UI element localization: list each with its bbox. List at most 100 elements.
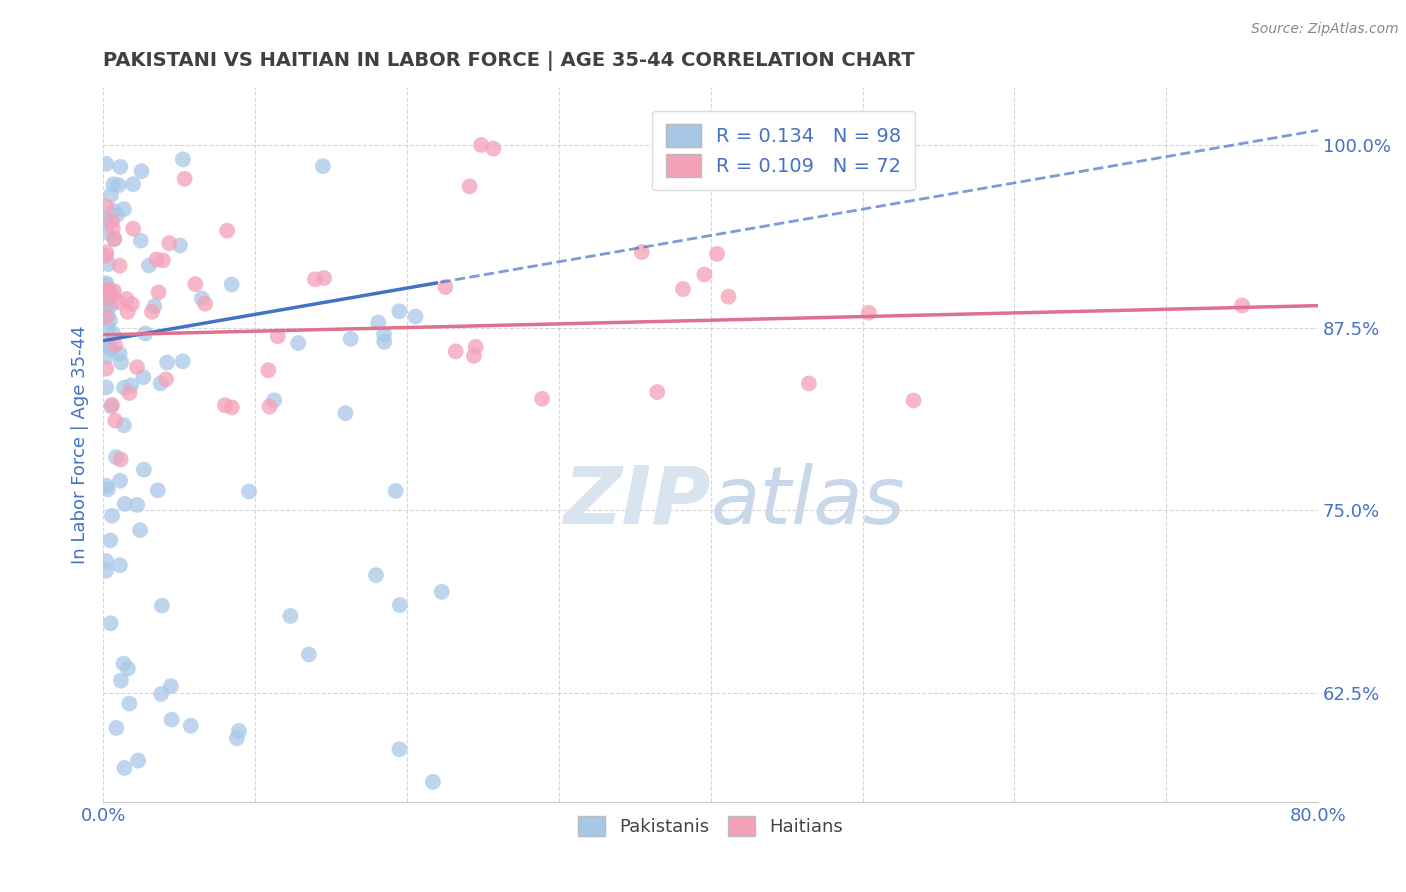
Point <box>129 234 152 248</box>
Point <box>117 661 139 675</box>
Point <box>118 697 141 711</box>
Point <box>364 568 387 582</box>
Point <box>157 236 180 251</box>
Point <box>169 238 191 252</box>
Point <box>97 339 120 353</box>
Point <box>100 188 122 202</box>
Point <box>173 171 195 186</box>
Point <box>98 284 121 298</box>
Point <box>96 283 118 297</box>
Point <box>148 285 170 300</box>
Point <box>257 363 280 377</box>
Point <box>630 245 652 260</box>
Point <box>120 378 142 392</box>
Point <box>373 327 395 342</box>
Point <box>172 354 194 368</box>
Text: PAKISTANI VS HAITIAN IN LABOR FORCE | AGE 35-44 CORRELATION CHART: PAKISTANI VS HAITIAN IN LABOR FORCE | AG… <box>103 51 915 70</box>
Point <box>470 137 492 152</box>
Point <box>97 292 120 306</box>
Point <box>145 252 167 267</box>
Point <box>152 253 174 268</box>
Point <box>225 731 247 746</box>
Point <box>96 479 118 493</box>
Point <box>96 564 118 578</box>
Point <box>150 599 173 613</box>
Point <box>672 282 695 296</box>
Point <box>108 259 131 273</box>
Point <box>122 221 145 235</box>
Point <box>121 297 143 311</box>
Point <box>155 372 177 386</box>
Point <box>110 452 132 467</box>
Point <box>98 313 121 327</box>
Point <box>100 616 122 631</box>
Point <box>97 483 120 497</box>
Point <box>217 224 239 238</box>
Point <box>645 385 668 400</box>
Point <box>858 306 880 320</box>
Point <box>184 277 207 292</box>
Point <box>267 329 290 343</box>
Point <box>104 338 127 352</box>
Point <box>131 164 153 178</box>
Point <box>103 232 125 246</box>
Point <box>717 290 740 304</box>
Point <box>238 484 260 499</box>
Point <box>107 178 129 193</box>
Text: Source: ZipAtlas.com: Source: ZipAtlas.com <box>1251 22 1399 37</box>
Point <box>339 332 361 346</box>
Point <box>101 398 124 412</box>
Point <box>101 508 124 523</box>
Point <box>112 202 135 216</box>
Point <box>98 533 121 548</box>
Point <box>110 355 132 369</box>
Point <box>96 225 118 239</box>
Point <box>132 462 155 476</box>
Point <box>100 298 122 312</box>
Point <box>100 343 122 357</box>
Point <box>903 393 925 408</box>
Point <box>405 310 427 324</box>
Point <box>108 474 131 488</box>
Point <box>464 340 486 354</box>
Point <box>146 483 169 498</box>
Point <box>221 401 243 415</box>
Point <box>335 406 357 420</box>
Point <box>388 598 411 612</box>
Point <box>105 450 128 465</box>
Point <box>312 271 335 285</box>
Point <box>112 381 135 395</box>
Point <box>96 278 118 293</box>
Point <box>388 742 411 756</box>
Point <box>97 320 120 334</box>
Point <box>797 376 820 391</box>
Point <box>97 257 120 271</box>
Point <box>101 326 124 341</box>
Point <box>384 483 406 498</box>
Point <box>388 304 411 318</box>
Point <box>115 292 138 306</box>
Text: ZIP: ZIP <box>564 463 710 541</box>
Point <box>1230 298 1253 312</box>
Text: atlas: atlas <box>710 463 905 541</box>
Point <box>434 280 457 294</box>
Point <box>132 370 155 384</box>
Point <box>191 292 214 306</box>
Point <box>107 295 129 310</box>
Point <box>117 305 139 319</box>
Point <box>96 213 118 227</box>
Point <box>298 648 321 662</box>
Point <box>127 754 149 768</box>
Point <box>873 146 896 161</box>
Point <box>97 337 120 351</box>
Point <box>103 232 125 246</box>
Point <box>134 326 156 341</box>
Point <box>693 268 716 282</box>
Point <box>118 386 141 401</box>
Point <box>156 355 179 369</box>
Point <box>96 283 118 297</box>
Point <box>96 361 118 376</box>
Point <box>96 350 118 364</box>
Point <box>96 199 118 213</box>
Point <box>108 347 131 361</box>
